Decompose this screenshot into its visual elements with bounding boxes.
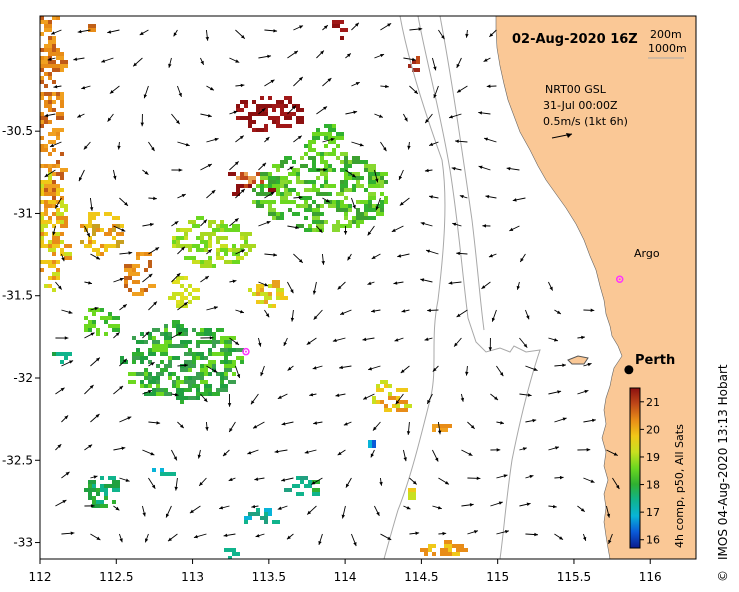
- current-source: NRT00 GSL: [545, 83, 607, 96]
- date-title: 02-Aug-2020 16Z: [512, 32, 638, 47]
- colorbar-tick-label: 19: [646, 451, 660, 464]
- x-tick-label: 115: [486, 570, 509, 584]
- copyright-symbol: ©: [716, 570, 730, 582]
- contour-1000m-inner: [439, 16, 485, 331]
- perth-label: Perth: [635, 353, 675, 368]
- imos-credit: IMOS 04-Aug-2020 13:13 Hobart: [716, 364, 730, 560]
- contour-legend-200m: 200m: [650, 28, 682, 41]
- x-tick-label: 112.5: [99, 570, 133, 584]
- y-tick-label: -30.5: [2, 124, 33, 138]
- sst-patches: [40, 16, 468, 559]
- x-tick-label: 116: [639, 570, 662, 584]
- credit-strip: © IMOS 04-Aug-2020 13:13 Hobart: [716, 364, 730, 582]
- colorbar-tick-label: 18: [646, 479, 660, 492]
- colorbar-tick-label: 20: [646, 423, 660, 436]
- x-tick-label: 115.5: [557, 570, 591, 584]
- x-axis: 112 112.5 113 113.5 114 114.5 115 115.5 116: [29, 559, 662, 584]
- x-tick-label: 114: [334, 570, 357, 584]
- current-scale-arrow: [551, 133, 573, 139]
- x-tick-label: 114.5: [404, 570, 438, 584]
- current-vectors: [44, 22, 620, 547]
- colorbar: 16 17 18 19 20 21 4h comp, p50, All Sats: [629, 387, 686, 549]
- colorbar-tick-label: 16: [646, 534, 660, 547]
- plot-frame: [39, 15, 697, 560]
- land-western-australia: [495, 16, 696, 559]
- y-tick-label: -31: [13, 206, 33, 220]
- colorbar-ticks: 16 17 18 19 20 21: [640, 396, 660, 547]
- colorbar-bar: [629, 387, 641, 549]
- contour-1000m: [383, 16, 446, 559]
- argo-marker: [615, 275, 624, 284]
- x-tick-label: 113.5: [252, 570, 286, 584]
- y-axis: -30.5 -31 -31.5 -32 -32.5 -33: [2, 124, 40, 550]
- current-scale: 0.5m/s (1kt 6h): [543, 115, 628, 128]
- colorbar-label: 4h comp, p50, All Sats: [673, 424, 686, 548]
- rottnest-island: [567, 355, 589, 365]
- contour-200m: [417, 16, 541, 559]
- x-tick-label: 112: [29, 570, 52, 584]
- contour-legend-1000m: 1000m: [648, 42, 687, 55]
- y-tick-label: -32.5: [2, 453, 33, 467]
- x-tick-label: 113: [181, 570, 204, 584]
- y-tick-label: -31.5: [2, 289, 33, 303]
- colorbar-tick-label: 21: [646, 396, 660, 409]
- colorbar-tick-label: 17: [646, 506, 660, 519]
- current-date: 31-Jul 00:00Z: [543, 99, 618, 112]
- argo-label: Argo: [634, 247, 660, 260]
- argo-marker-offshore: [242, 347, 250, 356]
- y-tick-label: -32: [13, 371, 33, 385]
- perth-marker: [624, 365, 634, 375]
- y-tick-label: -33: [13, 536, 33, 550]
